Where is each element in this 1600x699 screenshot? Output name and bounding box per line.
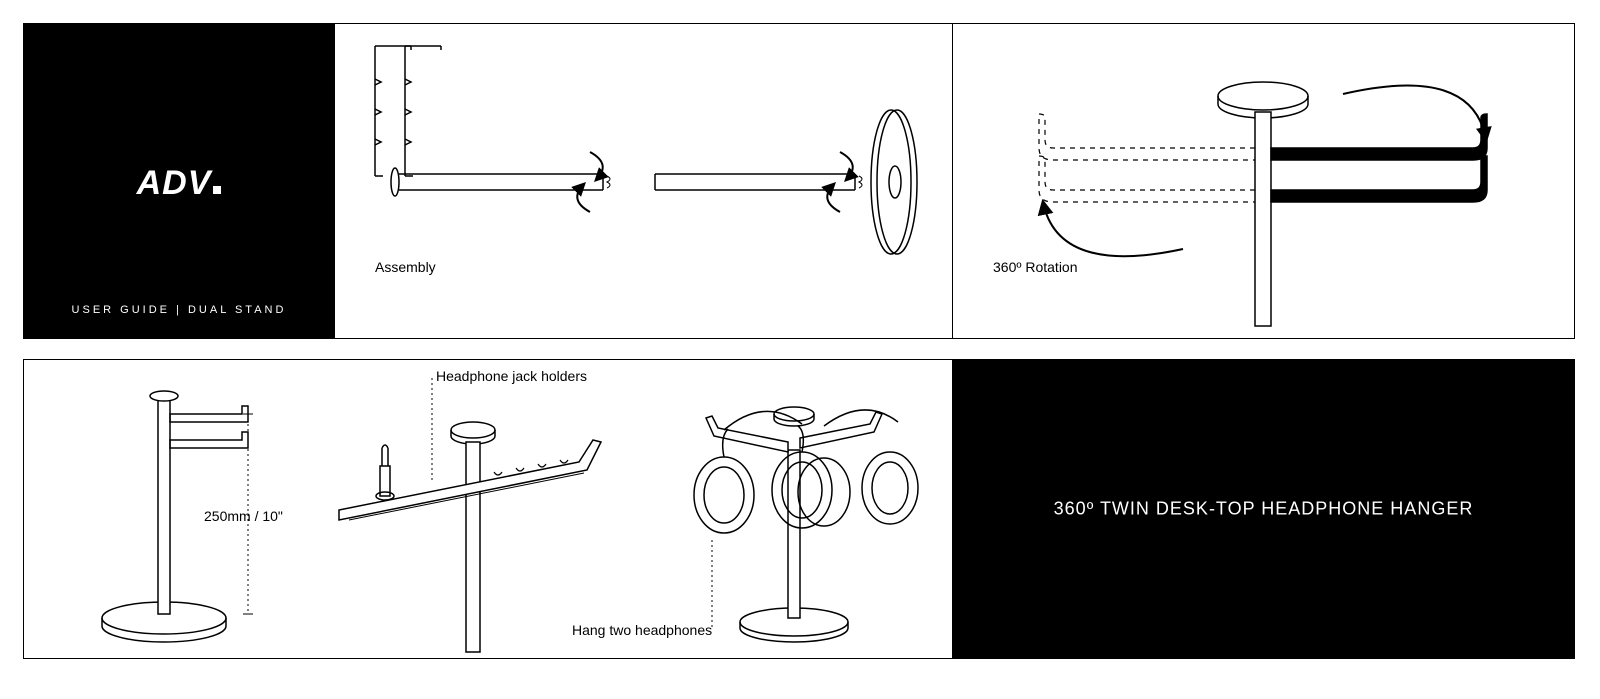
logo-subtitle: USER GUIDE | DUAL STAND	[24, 304, 334, 316]
rotation-panel: 360º Rotation	[953, 23, 1575, 339]
brand-dot-icon	[213, 186, 221, 194]
top-row: ADV USER GUIDE | DUAL STAND	[23, 23, 1577, 339]
bottom-row: 250mm / 10" Headphone jack holders Hang …	[23, 359, 1577, 659]
rotation-diagram	[953, 24, 1575, 339]
height-label: 250mm / 10"	[204, 508, 283, 524]
tagline-panel: 360º TWIN DESK-TOP HEADPHONE HANGER	[953, 359, 1575, 659]
rotation-label: 360º Rotation	[993, 259, 1078, 275]
assembly-label: Assembly	[375, 259, 436, 275]
logo-panel: ADV USER GUIDE | DUAL STAND	[23, 23, 335, 339]
features-panel: 250mm / 10" Headphone jack holders Hang …	[23, 359, 953, 659]
features-diagram	[24, 360, 953, 659]
jack-label: Headphone jack holders	[436, 368, 587, 384]
product-tagline: 360º TWIN DESK-TOP HEADPHONE HANGER	[953, 499, 1574, 520]
brand-text: ADV	[137, 164, 212, 202]
assembly-diagram	[335, 24, 953, 339]
hang-label: Hang two headphones	[572, 622, 712, 638]
brand-logo: ADV	[24, 164, 334, 203]
assembly-panel: Assembly	[335, 23, 953, 339]
